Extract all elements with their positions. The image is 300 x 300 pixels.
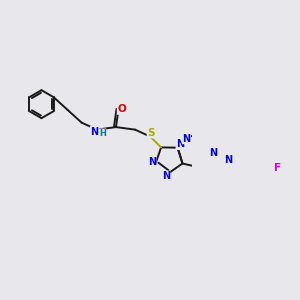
- Text: N: N: [182, 134, 190, 144]
- Text: N: N: [162, 171, 170, 181]
- Text: F: F: [274, 163, 281, 173]
- Text: N: N: [224, 155, 232, 165]
- Text: N: N: [209, 148, 217, 158]
- Text: O: O: [117, 104, 126, 114]
- Text: S: S: [147, 128, 155, 138]
- Text: N: N: [176, 140, 184, 149]
- Text: N: N: [90, 127, 98, 136]
- Text: H: H: [99, 129, 106, 138]
- Text: N: N: [148, 157, 156, 167]
